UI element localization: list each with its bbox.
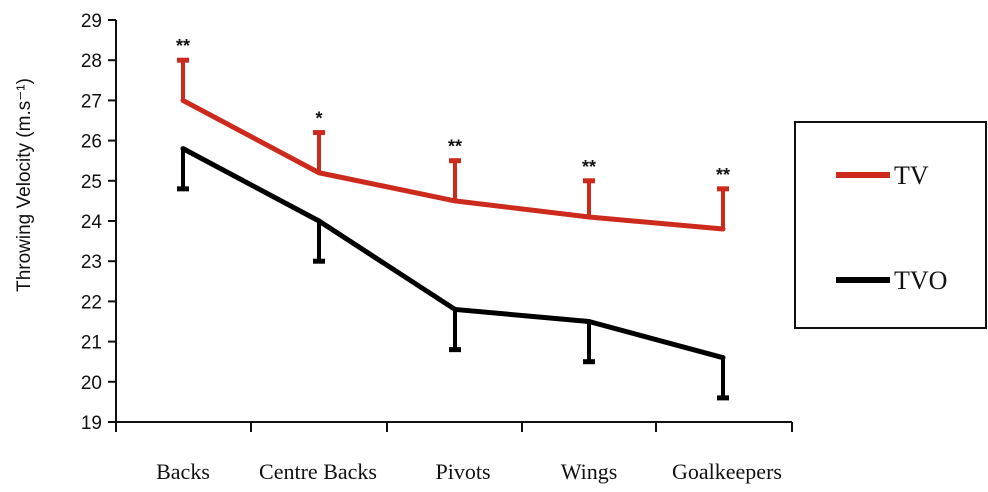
y-axis-label: Throwing Velocity (m.s⁻¹)	[14, 78, 35, 292]
x-axis: Backs Centre Backs Pivots Wings Goalkeepers	[115, 421, 793, 484]
legend-box	[794, 121, 987, 329]
data-point	[452, 198, 458, 204]
significance-label: **	[716, 165, 730, 185]
data-point	[316, 218, 322, 224]
x-tick-label: Goalkeepers	[672, 459, 782, 484]
legend-label: TV	[894, 161, 929, 190]
legend: TV TVO	[794, 121, 987, 329]
data-point	[586, 214, 592, 220]
data-point	[720, 355, 726, 361]
data-point	[586, 319, 592, 324]
x-tick-label: Centre Backs	[259, 459, 377, 484]
y-tick-label: 25	[81, 172, 102, 193]
data-point	[720, 226, 726, 232]
significance-label: **	[176, 36, 190, 56]
y-tick-label: 24	[81, 212, 103, 233]
y-tick-label: 29	[81, 11, 102, 32]
data-point	[180, 97, 186, 103]
x-tick-label: Backs	[156, 459, 210, 484]
data-point	[452, 306, 458, 312]
y-tick-label: 21	[81, 333, 102, 354]
data-point	[316, 170, 322, 176]
y-axis: 19 20 21 22 23 24 25 26 27 28 29	[81, 11, 117, 434]
y-tick-label: 28	[81, 51, 102, 72]
data-point	[180, 146, 186, 152]
significance-label: **	[582, 157, 596, 177]
y-tick-label: 23	[81, 252, 102, 273]
series-tvo	[177, 146, 729, 401]
x-tick-label: Wings	[561, 459, 618, 484]
y-tick-label: 20	[81, 373, 102, 394]
significance-label: **	[448, 137, 462, 157]
y-tick-label: 26	[81, 132, 102, 153]
legend-label: TVO	[894, 266, 947, 295]
y-tick-label: 27	[81, 91, 102, 112]
y-tick-label: 22	[81, 292, 102, 313]
y-tick-label: 19	[81, 413, 102, 434]
significance-label: *	[315, 109, 322, 129]
series-tv: ******* **	[176, 36, 730, 232]
series-layer: ******* **	[176, 36, 730, 401]
x-tick-label: Pivots	[435, 459, 490, 484]
